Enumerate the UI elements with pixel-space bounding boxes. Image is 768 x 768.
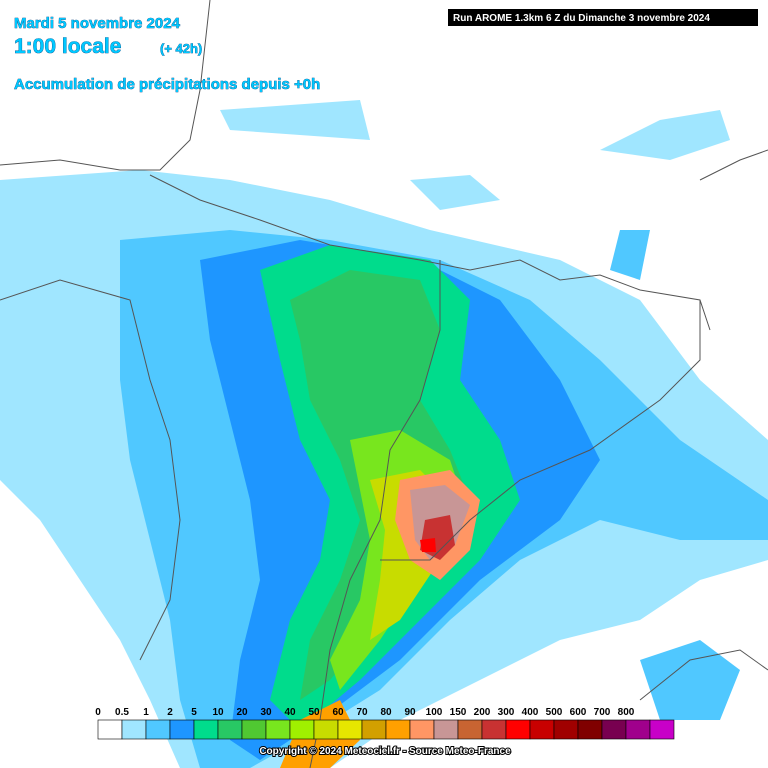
legend-swatch [145,719,171,740]
legend-swatch [193,719,219,740]
legend-swatch [337,719,363,740]
legend-swatch [481,719,507,740]
legend-label: 100 [426,707,443,718]
legend-swatch [409,719,435,740]
legend-swatch [625,719,651,740]
legend-swatch [601,719,627,740]
legend-label: 200 [474,707,491,718]
product-label: Accumulation de précipitations depuis +0… [14,76,320,93]
legend-swatch [313,719,339,740]
legend-label: 60 [332,707,344,718]
legend-swatch [457,719,483,740]
legend-swatch [505,719,531,740]
legend-swatch [121,719,147,740]
legend-label: 700 [594,707,611,718]
legend-label: 40 [284,707,296,718]
legend-swatch [361,719,387,740]
legend-swatch [553,719,579,740]
legend-label: 500 [546,707,563,718]
legend-swatch [241,719,267,740]
legend-swatch [385,719,411,740]
legend-swatch [289,719,315,740]
legend-label: 600 [570,707,587,718]
legend-swatch [577,719,603,740]
date-label: Mardi 5 novembre 2024 [14,15,181,32]
copyright: Copyright © 2024 Meteociel.fr - Source M… [259,746,511,757]
lead-label: (+ 42h) [160,41,202,56]
legend-label: 2 [167,707,173,718]
legend-label: 5 [191,707,197,718]
legend-label: 0.5 [115,707,129,718]
legend-swatch [217,719,243,740]
legend-label: 0 [95,707,101,718]
legend-label: 70 [356,707,368,718]
run-label: Run AROME 1.3km 6 Z du Dimanche 3 novemb… [453,13,710,24]
legend-swatch [649,719,675,740]
legend-swatch [169,719,195,740]
legend-swatch [433,719,459,740]
legend-label: 800 [618,707,635,718]
legend-swatch [265,719,291,740]
precip-field [0,100,768,768]
legend: 0 0.5 1 2 5 10 20 30 40 50 60 70 80 90 100 150 200 300 400… [95,707,675,740]
legend-label: 10 [212,707,224,718]
time-label: 1:00 locale [14,35,121,58]
legend-label: 90 [404,707,416,718]
legend-label: 1 [143,707,149,718]
legend-label: 300 [498,707,515,718]
legend-label: 80 [380,707,392,718]
legend-label: 150 [450,707,467,718]
legend-label: 400 [522,707,539,718]
legend-label: 20 [236,707,248,718]
legend-label: 50 [308,707,320,718]
legend-swatch [97,719,123,740]
legend-swatch [529,719,555,740]
run-box [448,9,758,26]
legend-label: 30 [260,707,272,718]
